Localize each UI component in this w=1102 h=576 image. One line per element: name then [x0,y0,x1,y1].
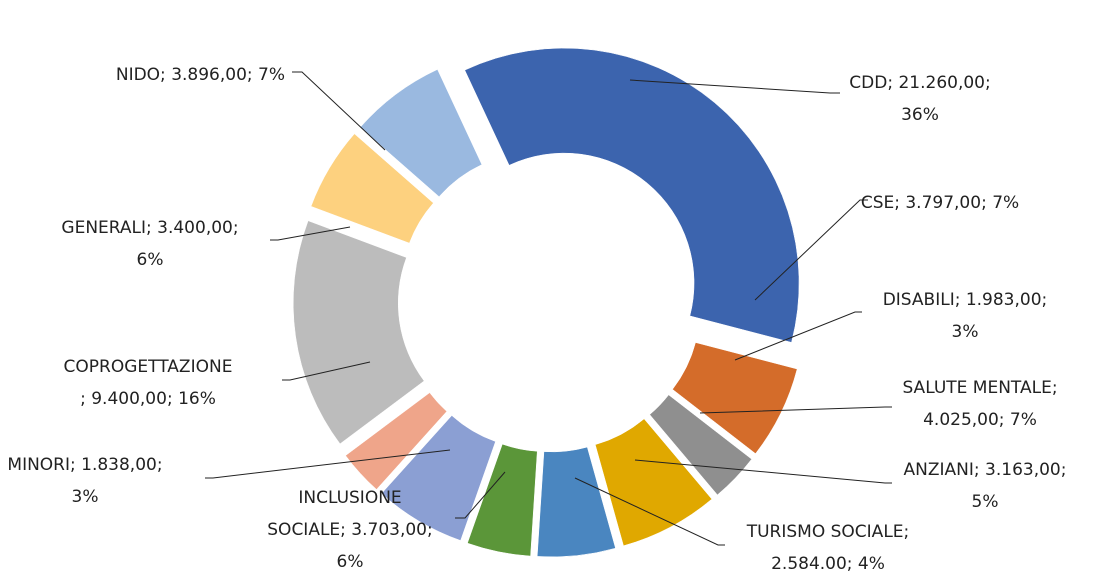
leader-line [205,449,451,479]
doughnut-slice [649,394,753,496]
data-label: NIDO; 3.896,00; 7% [116,65,285,85]
data-label: ; 9.400,00; 16% [80,389,216,409]
data-label: 2.584.00; 4% [771,554,885,572]
leader-line [634,459,892,484]
data-label: 4.025,00; 7% [923,410,1037,430]
leader-line [574,477,725,546]
doughnut-slice [359,69,483,198]
doughnut-slice [381,415,496,541]
data-label: ANZIANI; 3.163,00; [904,460,1067,480]
doughnut-slice [464,47,800,343]
data-label: 36% [901,105,939,125]
data-label: 5% [972,492,999,512]
leader-line [455,471,506,519]
data-label: CDD; 21.260,00; [849,73,990,93]
doughnut-slice [310,133,434,244]
data-label: SALUTE MENTALE; [902,378,1057,398]
leader-line [629,79,840,94]
leader-line [282,361,371,381]
doughnut-slice [292,220,425,445]
data-label: GENERALI; 3.400,00; [61,218,238,238]
leader-line [292,71,386,151]
doughnut-slice [467,443,538,557]
data-label: MINORI; 1.838,00; [7,455,162,475]
data-label: INCLUSIONE [298,488,401,508]
data-label: DISABILI; 1.983,00; [883,290,1048,310]
data-label: TURISMO SOCIALE; [746,522,910,542]
leader-line [734,311,862,361]
doughnut-slice [345,392,448,490]
leader-line [754,199,868,301]
data-label: 3% [952,322,979,342]
data-label: 6% [337,552,364,572]
data-label: COPROGETTAZIONE [64,357,233,377]
data-label: 3% [72,487,99,507]
data-label: SOCIALE; 3.703,00; [267,520,432,540]
doughnut-slice [672,342,798,454]
doughnut-slice [536,446,616,558]
doughnut-slice [594,418,713,547]
leader-line [699,406,892,414]
leader-line [270,226,351,241]
data-label: CSE; 3.797,00; 7% [861,193,1019,213]
data-label: 6% [137,250,164,270]
